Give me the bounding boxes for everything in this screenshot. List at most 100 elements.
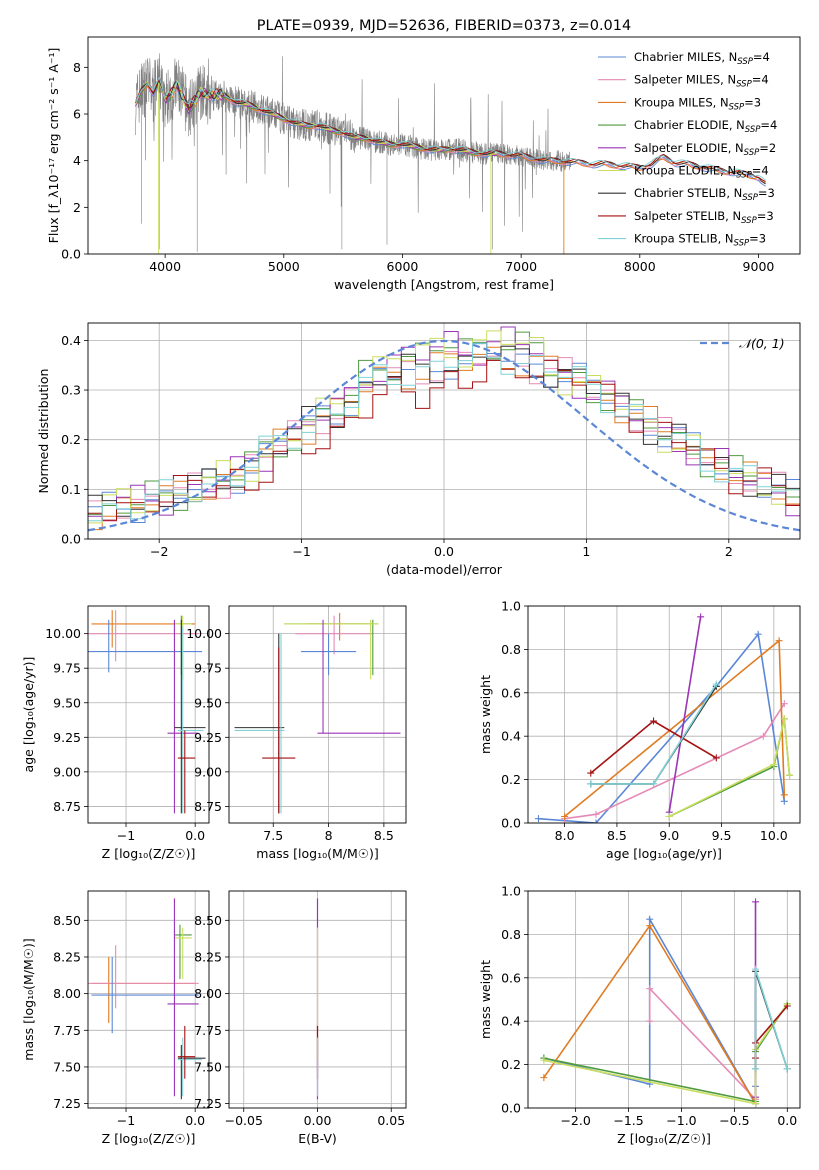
- x-tick-label: 10.0: [760, 828, 788, 843]
- legend-label-main: Salpeter ELODIE, N: [634, 141, 744, 155]
- x-tick-label: 8.5: [607, 828, 627, 843]
- weight-marker-kroupa_miles: [561, 812, 569, 820]
- y-axis-label: Normed distribution: [36, 369, 51, 494]
- axes-massweight_vs_age: 8.0 8.5 9.0 9.5 10.0 0.0 0.2 0.4 0.6 0.8 1.0 age [l…: [478, 599, 801, 861]
- legend-label: 𝒩(0, 1): [739, 336, 785, 351]
- weight-marker-kroupa_stelib: [783, 1065, 791, 1073]
- legend-label-main: Chabrier MILES, N: [634, 50, 737, 64]
- grid-age_vs_Z: [88, 606, 209, 823]
- weight-marker-salpeter_miles: [592, 810, 600, 818]
- y-tick-label: 9.75: [53, 661, 81, 676]
- weight-line-chabrier_elodie: [668, 718, 791, 818]
- y-tick-label: 9.25: [53, 730, 81, 745]
- weight-line-kroupa_stelib: [754, 968, 789, 1070]
- weight-marker-kroupa_elodie: [786, 771, 794, 779]
- x-axis-label: mass [log₁₀(M/M☉)]: [256, 846, 378, 861]
- y-tick-label: 0.1: [61, 482, 81, 497]
- y-tick-label: 0.6: [501, 970, 521, 985]
- y-tick-label: 8.00: [194, 986, 222, 1001]
- axes-age_vs_mass: 7.5 8 8.5 8.75 9.00 9.25 9.50 9.75 10.00 mass [lo…: [186, 605, 407, 861]
- x-axis-label: Z [log₁₀(Z/Z☉)]: [617, 1131, 711, 1146]
- legend-label-main: Salpeter MILES, N: [634, 73, 736, 87]
- weight-marker-salpeter_stelib: [587, 769, 595, 777]
- histogram-step-salpeter_stelib: [88, 359, 800, 521]
- weight-marker-salpeter_miles: [646, 985, 654, 993]
- weight-marker-kroupa_stelib: [752, 1065, 760, 1073]
- y-tick-label: 0.2: [501, 1057, 521, 1072]
- weight-marker-kroupa_stelib: [752, 965, 760, 973]
- y-tick-label: 1.0: [501, 884, 521, 899]
- y-tick-label: 0.8: [501, 927, 521, 942]
- y-tick-label: 0.4: [61, 333, 81, 348]
- weight-marker-salpeter_stelib: [783, 1002, 791, 1010]
- y-tick-label: 10.00: [186, 626, 222, 641]
- legend-label-sub: SSP: [737, 57, 753, 67]
- legend-label: Kroupa ELODIE, NSSP=4: [634, 164, 769, 181]
- x-tick-label: 0.0: [185, 1113, 205, 1128]
- y-tick-label: 0.0: [61, 247, 81, 262]
- x-tick-label: 5000: [268, 259, 300, 274]
- plot-age_vs_mass: [234, 612, 401, 814]
- legend-label-suffix: =3: [758, 186, 775, 200]
- x-tick-label: −1.5: [613, 1113, 643, 1128]
- x-tick-label: 0.05: [377, 1113, 405, 1128]
- x-tick-label: 8.5: [374, 828, 394, 843]
- y-axis-label: mass weight: [478, 960, 493, 1039]
- x-tick-label: 0.0: [777, 1113, 797, 1128]
- x-axis-label: E(B-V): [298, 1131, 337, 1146]
- legend-label: Kroupa MILES, NSSP=3: [634, 95, 761, 112]
- weight-marker-kroupa_miles: [646, 922, 654, 930]
- weight-marker-kroupa_elodie: [752, 1100, 760, 1108]
- y-tick-label: 0.2: [61, 432, 81, 447]
- legend-label-sub: SSP: [736, 80, 752, 90]
- legend-residuals: 𝒩(0, 1): [700, 336, 785, 351]
- plot-age_vs_Z: [88, 610, 206, 814]
- weight-line-salpeter_stelib: [754, 1005, 788, 1059]
- y-tick-label: 4: [73, 153, 81, 168]
- histogram-step-kroupa_elodie: [88, 330, 800, 524]
- legend-label-suffix: =3: [749, 232, 766, 246]
- axes-mass_vs_EBV: −0.05 0.00 0.05 7.25 7.50 7.75 8.00 8.25 8.50 E(B…: [194, 890, 407, 1146]
- y-tick-label: 0.2: [501, 772, 521, 787]
- axes-spectrum: 4000 5000 6000 7000 8000 9000 0.0 2 4 6 8 wavelengt…: [46, 18, 801, 292]
- y-tick-label: 8.25: [194, 949, 222, 964]
- legend-label-sub: SSP: [734, 239, 750, 249]
- weight-line-kroupa_elodie: [543, 1003, 788, 1105]
- y-tick-label: 0.0: [61, 532, 81, 547]
- axes-frame: [87, 322, 801, 540]
- weight-marker-salpeter_miles: [646, 1017, 654, 1025]
- legend-label: Chabrier STELIB, NSSP=3: [634, 186, 775, 203]
- legend-label-main: Kroupa STELIB, N: [634, 232, 734, 246]
- legend-label-main: Chabrier ELODIE, N: [634, 118, 745, 132]
- y-tick-label: 8: [73, 60, 81, 75]
- chart-title: PLATE=0939, MJD=52636, FIBERID=0373, z=0…: [257, 18, 631, 34]
- y-tick-label: 0.4: [501, 729, 521, 744]
- weight-marker-kroupa_elodie: [540, 1056, 548, 1064]
- weight-line-kroupa_stelib: [590, 683, 717, 785]
- x-tick-label: 7.5: [263, 828, 283, 843]
- grid-age_vs_mass: [229, 606, 406, 823]
- legend-label-suffix: =4: [752, 73, 769, 87]
- legend-label-suffix: =4: [752, 164, 769, 178]
- x-tick-label: 1: [582, 544, 590, 559]
- data-spectrum-line: [135, 53, 572, 252]
- y-tick-label: 0.3: [61, 383, 81, 398]
- y-tick-label: 9.00: [194, 764, 222, 779]
- weight-line-chabrier_miles: [538, 632, 786, 823]
- x-tick-label: 6000: [387, 259, 419, 274]
- weight-marker-kroupa_elodie: [780, 715, 788, 723]
- x-tick-label: 2: [725, 544, 733, 559]
- weight-marker-chabrier_miles: [754, 630, 762, 638]
- x-tick-label: 9.0: [659, 828, 679, 843]
- legend-label: Chabrier MILES, NSSP=4: [634, 50, 770, 67]
- weight-marker-kroupa_elodie: [770, 760, 778, 768]
- x-tick-label: −1: [117, 828, 135, 843]
- legend-label-suffix: =3: [757, 209, 774, 223]
- legend-label-main: Salpeter STELIB, N: [634, 209, 741, 223]
- y-axis-label: mass [log₁₀(M/M☉)]: [21, 938, 36, 1060]
- x-tick-label: 8.0: [555, 828, 575, 843]
- y-tick-label: 9.50: [194, 695, 222, 710]
- legend-label-suffix: =4: [760, 118, 777, 132]
- histogram-step-chabrier_stelib: [88, 345, 800, 517]
- axes-mass_vs_Z: −1 0.0 7.25 7.50 7.75 8.00 8.25 8.50 Z [log₁₀(Z/…: [21, 890, 210, 1146]
